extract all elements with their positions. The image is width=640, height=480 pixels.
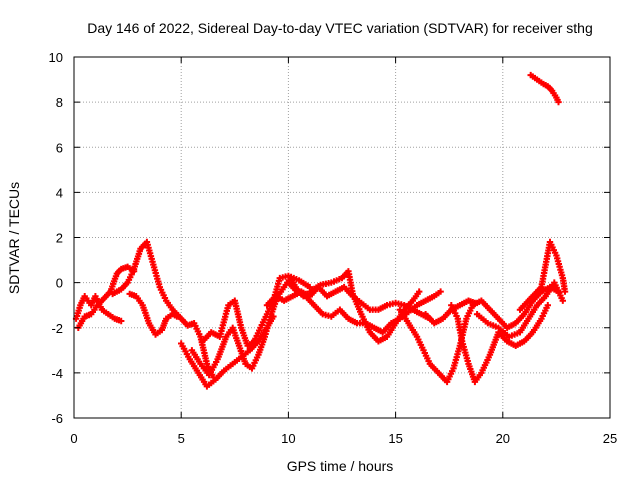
x-tick-label: 25 bbox=[603, 431, 617, 446]
tick-layer: 0 5 10 15 20 25 -6 -4 -2 0 2 4 6 8 10 bbox=[49, 50, 618, 446]
series-layer bbox=[73, 72, 568, 390]
y-tick-label: 10 bbox=[49, 50, 63, 65]
grid-layer bbox=[74, 57, 610, 418]
y-tick-label: -4 bbox=[51, 366, 63, 381]
x-axis-label: GPS time / hours bbox=[287, 458, 394, 474]
chart-title: Day 146 of 2022, Sidereal Day-to-day VTE… bbox=[87, 20, 593, 36]
y-axis-label: SDTVAR / TECUs bbox=[6, 182, 22, 294]
y-tick-label: -2 bbox=[51, 321, 63, 336]
series-track-16 bbox=[528, 72, 562, 105]
series-track-11 bbox=[397, 284, 562, 385]
y-tick-label: 6 bbox=[56, 140, 63, 155]
y-tick-label: 2 bbox=[56, 231, 63, 246]
x-tick-label: 0 bbox=[70, 431, 77, 446]
y-tick-label: 8 bbox=[56, 95, 63, 110]
x-tick-label: 15 bbox=[388, 431, 402, 446]
y-tick-label: 4 bbox=[56, 185, 63, 200]
y-tick-label: -6 bbox=[51, 411, 63, 426]
y-tick-label: 0 bbox=[56, 276, 63, 291]
series-track-4 bbox=[127, 291, 181, 338]
x-tick-label: 5 bbox=[178, 431, 185, 446]
series-markers bbox=[397, 284, 562, 385]
series-markers bbox=[127, 291, 181, 338]
series-track-13 bbox=[448, 302, 551, 385]
sdtvar-chart: 0 5 10 15 20 25 -6 -4 -2 0 2 4 6 8 10 Day 146 of 2022,… bbox=[0, 0, 640, 480]
x-tick-label: 20 bbox=[496, 431, 510, 446]
series-markers bbox=[448, 302, 551, 385]
x-tick-label: 10 bbox=[281, 431, 295, 446]
series-markers bbox=[528, 72, 562, 105]
